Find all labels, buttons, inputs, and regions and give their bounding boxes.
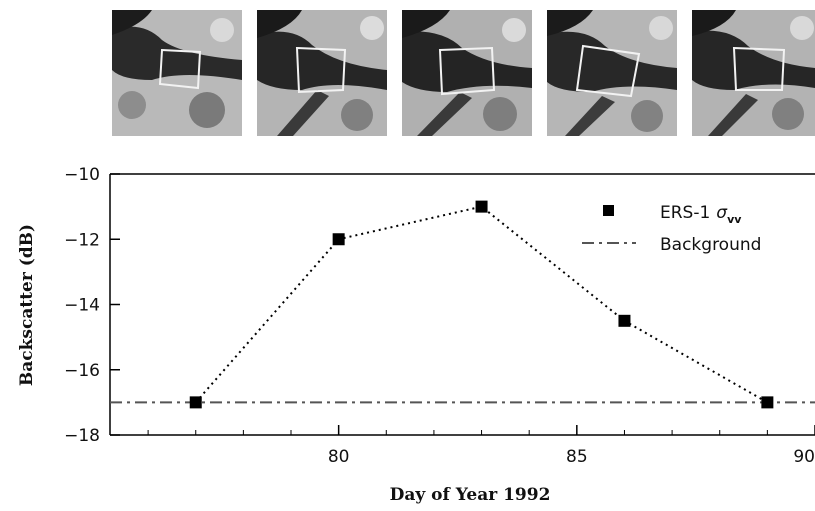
radar-image-strip [112,10,815,138]
radar-thumbnail [402,10,532,136]
radar-thumbnail [547,10,677,136]
ers1-data-point [761,396,774,409]
y-axis-ticks: −18 −16 −14 −12 −10 [64,165,120,446]
legend-marker-ers1 [603,205,614,216]
region-outline [158,48,202,90]
y-tick-label: −14 [64,296,100,316]
x-tick-label: 85 [566,447,588,467]
ers1-data-point [475,200,488,213]
y-tick-label: −18 [64,426,100,446]
legend: ERS-1 σvv Background [582,203,761,255]
y-axis-label: Backscatter (dB) [17,224,37,386]
legend-label-background: Background [660,235,761,255]
data-series [110,200,815,409]
ers1-data-point [618,314,631,327]
legend-label-ers1: ERS-1 σvv [660,203,742,226]
y-tick-label: −12 [64,230,100,250]
x-tick-label: 90 [793,447,815,467]
ers1-data-point [332,233,345,246]
x-tick-label: 80 [328,447,350,467]
y-tick-label: −16 [64,361,100,381]
x-axis-label: Day of Year 1992 [390,485,551,505]
ers1-dotted-line [194,205,768,404]
radar-thumbnail [257,10,387,136]
ers1-data-point [189,396,202,409]
radar-thumbnail [112,10,242,136]
radar-thumbnail [692,10,815,136]
y-tick-label: −10 [64,165,100,185]
x-axis-ticks: 80 85 90 [147,425,815,467]
